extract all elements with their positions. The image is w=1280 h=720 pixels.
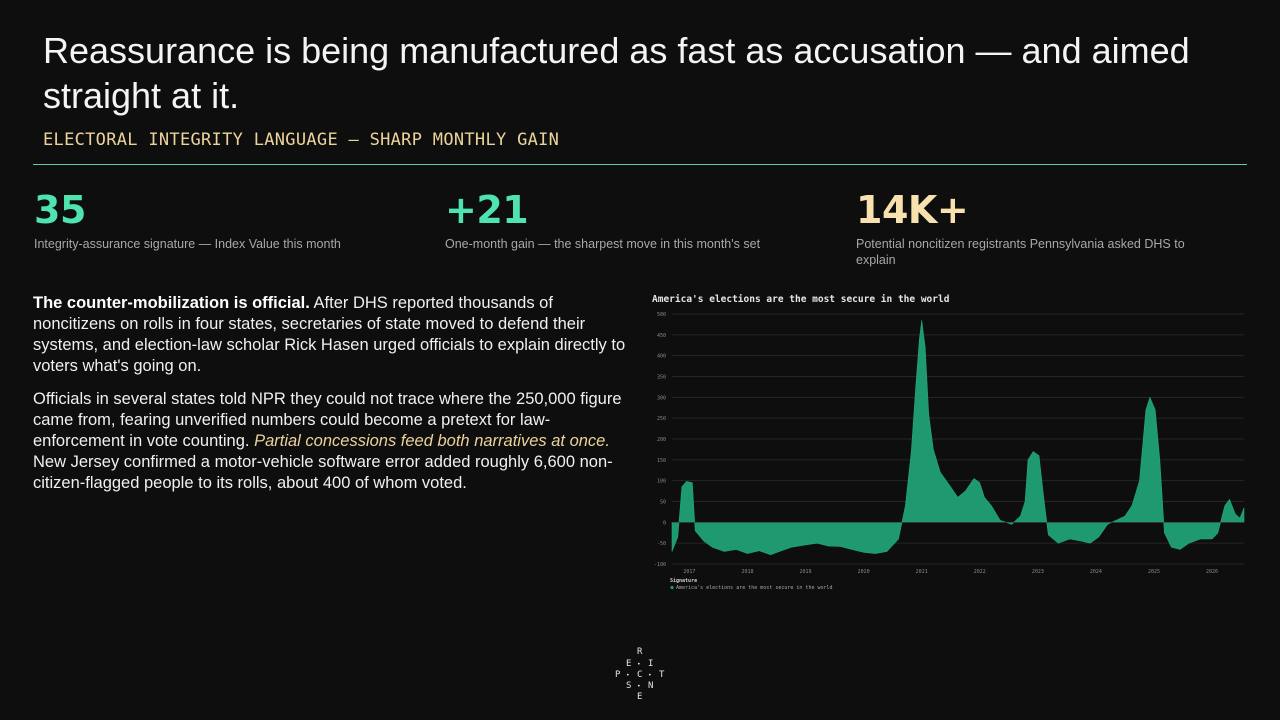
stat-label: One-month gain — the sharpest move in th… xyxy=(445,237,761,251)
paragraph-2: Officials in several states told NPR the… xyxy=(33,389,633,494)
logo-letter: P xyxy=(615,670,621,680)
x-tick-label: 2026 xyxy=(1206,569,1218,575)
slide-title: Reassurance is being manufactured as fas… xyxy=(43,30,1190,116)
paragraph-text: Officials in several states told NPR the… xyxy=(33,390,622,450)
stat-value: 14K+ xyxy=(856,188,969,232)
series-area xyxy=(671,320,1245,556)
logo-letter: E xyxy=(637,692,643,702)
paragraph-1: The counter-mobilization is official. Af… xyxy=(33,293,633,377)
signature-chart: America's elections are the most secure … xyxy=(652,292,1248,598)
y-tick-label: 300 xyxy=(657,395,666,401)
divider xyxy=(33,164,1247,165)
logo-dot-icon: • xyxy=(637,661,641,668)
logo-dot-icon: • xyxy=(637,683,641,690)
x-tick-label: 2018 xyxy=(741,569,753,575)
stat-noncitizen-registrants: 14K+ Potential noncitizen registrants Pe… xyxy=(856,188,1226,268)
y-tick-label: 350 xyxy=(657,375,666,381)
stat-value: 35 xyxy=(34,188,86,232)
logo-letter: R xyxy=(637,647,643,657)
paragraph-text: New Jersey confirmed a motor-vehicle sof… xyxy=(33,453,613,492)
x-tick-label: 2025 xyxy=(1148,569,1160,575)
body-copy: The counter-mobilization is official. Af… xyxy=(33,293,633,506)
legend-swatch-icon xyxy=(670,585,674,590)
y-tick-label: -100 xyxy=(654,562,666,568)
y-tick-label: 500 xyxy=(657,312,666,318)
stat-value: +21 xyxy=(445,188,529,232)
chart-title: America's elections are the most secure … xyxy=(652,294,950,305)
stat-monthly-gain: +21 One-month gain — the sharpest move i… xyxy=(445,188,825,252)
logo-letter: S xyxy=(626,681,632,691)
emphasis-text: Partial concessions feed both narratives… xyxy=(254,432,610,450)
x-tick-label: 2019 xyxy=(800,569,812,575)
logo-letter: T xyxy=(659,670,665,680)
section-kicker: ELECTORAL INTEGRITY LANGUAGE — SHARP MON… xyxy=(43,130,560,150)
legend-title: Signature xyxy=(670,578,697,584)
y-tick-label: 450 xyxy=(657,333,666,339)
x-tick-label: 2023 xyxy=(1032,569,1044,575)
logo-dot-icon: • xyxy=(626,672,630,679)
y-tick-label: 0 xyxy=(663,520,666,526)
x-tick-label: 2024 xyxy=(1090,569,1102,575)
x-tick-label: 2022 xyxy=(974,569,986,575)
stat-label: Potential noncitizen registrants Pennsyl… xyxy=(856,237,1185,267)
y-tick-label: 100 xyxy=(657,479,666,485)
y-tick-label: 150 xyxy=(657,458,666,464)
y-tick-label: 50 xyxy=(660,500,666,506)
legend-entry: America's elections are the most secure … xyxy=(676,585,833,591)
logo-dot-icon: • xyxy=(648,672,652,679)
lead-sentence: The counter-mobilization is official. xyxy=(33,294,310,312)
logo-letter: E xyxy=(626,659,632,669)
x-tick-label: 2017 xyxy=(683,569,695,575)
y-tick-label: 400 xyxy=(657,354,666,360)
stat-label: Integrity-assurance signature — Index Va… xyxy=(34,237,341,251)
paragraph-text: After DHS reported thousands of noncitiz… xyxy=(33,294,626,375)
chart-svg: America's elections are the most secure … xyxy=(652,294,1245,591)
brand-logo: R E • I P • C • T S • N E xyxy=(610,645,670,703)
logo-letter: C xyxy=(637,670,643,680)
y-tick-label: -50 xyxy=(657,541,666,547)
y-tick-label: 250 xyxy=(657,416,666,422)
x-tick-label: 2020 xyxy=(858,569,870,575)
logo-letter: I xyxy=(648,659,654,669)
x-tick-label: 2021 xyxy=(916,569,928,575)
logo-letter: N xyxy=(648,681,654,691)
y-tick-label: 200 xyxy=(657,437,666,443)
stat-index-value: 35 Integrity-assurance signature — Index… xyxy=(34,188,414,252)
